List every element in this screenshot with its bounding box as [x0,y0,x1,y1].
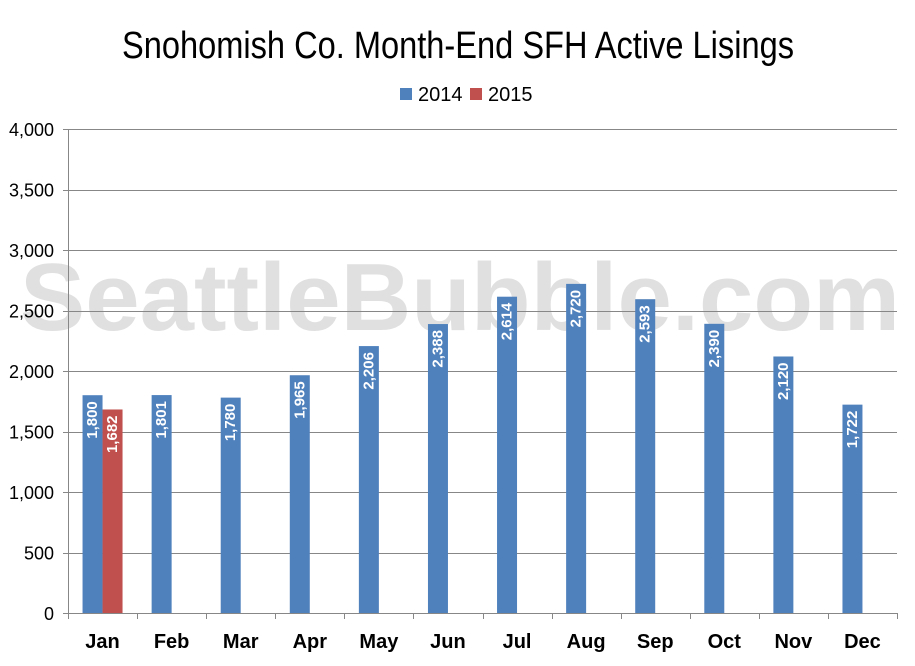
legend-label-2015: 2015 [488,84,533,106]
x-tick-label: Apr [293,631,328,653]
bar-2014-may [358,346,379,613]
bar-2014-apr [289,375,310,613]
x-tick-label: Dec [844,631,881,653]
y-tick-label: 0 [44,604,54,624]
grid-lines [68,129,897,554]
y-tick-label: 3,500 [9,181,54,201]
bar-2014-jun [427,324,448,613]
x-tick-label: May [359,631,399,653]
bar-2014-feb [151,395,172,613]
bar-2014-nov [773,356,794,613]
bar-2014-dec [842,404,863,613]
legend: 2014 2015 [400,84,533,106]
y-tick-label: 3,000 [9,241,54,261]
bar-2014-mar [220,397,241,613]
y-tick-label: 2,000 [9,362,54,382]
x-tick-label: Mar [223,631,259,653]
legend-swatch-2015 [470,88,482,100]
bar-2014-jan [82,395,103,613]
bar-2014-oct [704,323,725,613]
watermark: SeattleBubble.com [20,244,900,351]
y-tick-label: 500 [24,544,54,564]
data-label: 2,593 [637,305,654,343]
data-label: 2,120 [775,362,792,400]
data-label: 2,614 [499,302,516,340]
x-tick-label: Sep [637,631,674,653]
bars [82,283,863,613]
legend-swatch-2014 [400,88,412,100]
y-tick-label: 4,000 [9,120,54,140]
bar-2014-jul [497,296,518,613]
value-labels: 1,800 1,801 1,780 1,965 2,206 2,388 2,614 2,720… [84,290,861,453]
data-label: 2,388 [429,330,446,368]
x-tick-label: Jun [430,631,466,653]
data-label: 1,801 [153,401,170,439]
data-label: 1,800 [84,401,101,439]
data-label: 1,682 [104,415,121,453]
y-tick-label: 1,500 [9,423,54,443]
x-tick-label: Oct [708,631,742,653]
data-label: 1,780 [222,404,239,442]
x-tick-label: Jan [85,631,119,653]
bar-2015-jan [102,409,123,613]
data-label: 2,720 [568,290,585,328]
legend-label-2014: 2014 [418,84,463,106]
bar-2014-sep [635,299,656,613]
data-label: 1,722 [844,411,861,449]
y-tick-label: 1,000 [9,483,54,503]
axes [63,129,898,619]
data-label: 1,965 [291,381,308,419]
bar-2014-aug [566,283,587,613]
y-axis-ticks: 0 500 1,000 1,500 2,000 2,500 3,000 3,500 4,000 [9,120,54,624]
data-label: 2,390 [706,330,723,368]
x-tick-label: Feb [154,631,190,653]
x-tick-label: Jul [503,631,532,653]
data-label: 2,206 [360,352,377,390]
chart-title: Snohomish Co. Month-End SFH Active Lisin… [122,25,794,67]
y-tick-label: 2,500 [9,302,54,322]
x-tick-label: Nov [774,631,813,653]
x-axis-ticks: Jan Feb Mar Apr May Jun Jul Aug Sep Oct Nov Dec [85,631,881,653]
x-tick-label: Aug [567,631,606,653]
